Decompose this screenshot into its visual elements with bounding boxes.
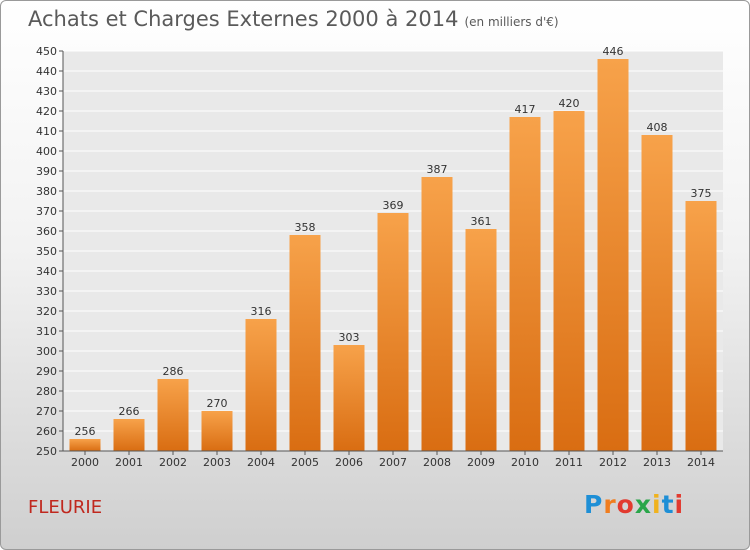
y-tick-label: 430 [36,85,57,98]
y-tick-label: 250 [36,445,57,458]
logo-letter: t [661,490,675,519]
x-tick-label: 2014 [687,456,715,469]
logo-letter: i [674,490,685,519]
y-tick-label: 400 [36,145,57,158]
x-tick-label: 2003 [203,456,231,469]
data-label: 408 [647,121,668,134]
data-label: 420 [559,97,580,110]
x-tick-label: 2012 [599,456,627,469]
bar [245,319,277,451]
data-label: 286 [163,365,184,378]
data-label: 446 [603,45,624,58]
x-tick-label: 2000 [71,456,99,469]
bar [201,411,233,451]
bar [157,379,189,451]
bar [333,345,365,451]
y-tick-label: 450 [36,45,57,58]
y-tick-label: 410 [36,125,57,138]
data-label: 303 [339,331,360,344]
logo-letter: o [616,490,635,519]
x-tick-label: 2004 [247,456,275,469]
data-label: 387 [427,163,448,176]
x-tick-label: 2011 [555,456,583,469]
chart-title: Achats et Charges Externes 2000 à 2014 (e… [28,7,559,31]
x-tick-label: 2005 [291,456,319,469]
bar [113,419,145,451]
bar [553,111,585,451]
bar [597,59,629,451]
bar [289,235,321,451]
title-text: Achats et Charges Externes 2000 à 2014 [28,7,459,31]
y-tick-label: 320 [36,305,57,318]
logo-letter: r [603,490,617,519]
data-label: 358 [295,221,316,234]
y-tick-label: 360 [36,225,57,238]
data-label: 316 [251,305,272,318]
x-tick-label: 2007 [379,456,407,469]
y-tick-label: 350 [36,245,57,258]
x-tick-label: 2006 [335,456,363,469]
y-tick-label: 270 [36,405,57,418]
x-tick-label: 2013 [643,456,671,469]
y-tick-label: 310 [36,325,57,338]
x-tick-label: 2002 [159,456,187,469]
y-tick-label: 340 [36,265,57,278]
bar [509,117,541,451]
data-label: 361 [471,215,492,228]
y-tick-label: 420 [36,105,57,118]
y-tick-label: 260 [36,425,57,438]
logo-letter: x [634,490,652,519]
unit-label: (en milliers d'€) [464,15,559,29]
data-label: 270 [207,397,228,410]
data-label: 256 [75,425,96,438]
y-tick-label: 290 [36,365,57,378]
bar [377,213,409,451]
bar [685,201,717,451]
bar [421,177,453,451]
x-tick-label: 2009 [467,456,495,469]
data-label: 417 [515,103,536,116]
x-tick-label: 2008 [423,456,451,469]
x-tick-label: 2010 [511,456,539,469]
logo-letter: P [584,490,604,519]
y-tick-label: 280 [36,385,57,398]
y-tick-label: 300 [36,345,57,358]
y-tick-label: 390 [36,165,57,178]
y-tick-label: 440 [36,65,57,78]
place-name: FLEURIE [28,497,103,518]
bar [465,229,497,451]
data-label: 369 [383,199,404,212]
data-label: 375 [691,187,712,200]
bar [69,439,101,451]
proxiti-logo: Proxiti [584,490,684,519]
logo-letter: i [652,490,662,519]
data-label: 266 [119,405,140,418]
x-tick-label: 2001 [115,456,143,469]
y-tick-label: 380 [36,185,57,198]
y-tick-label: 370 [36,205,57,218]
bar [641,135,673,451]
y-tick-label: 330 [36,285,57,298]
